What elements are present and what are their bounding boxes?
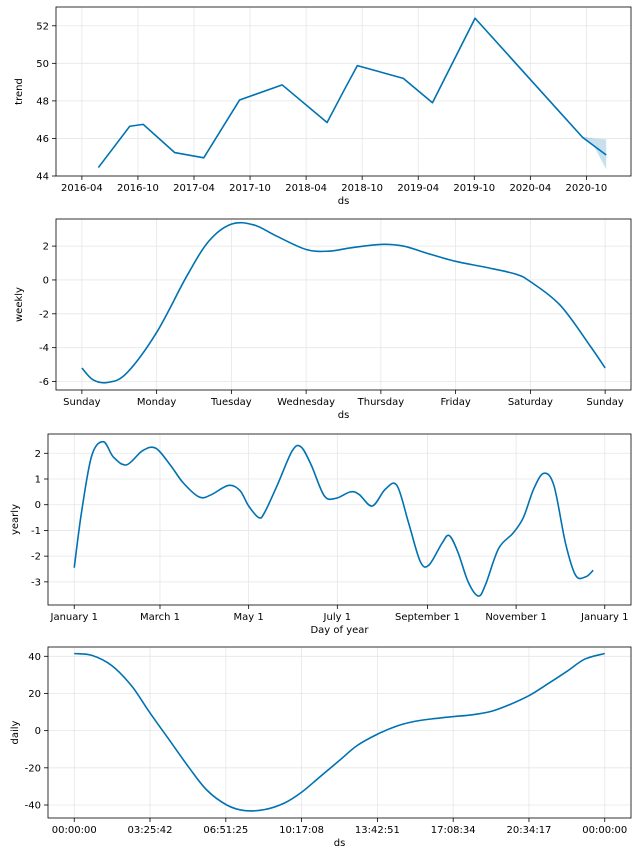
trend-xtick-label: 2018-10 <box>341 183 383 194</box>
yearly-ytick-label: -2 <box>31 552 41 563</box>
chart-weekly: Sunday Monday Tuesday Wednesday Thursday Frid… <box>14 218 632 421</box>
daily-xtick-label: 10:17:08 <box>279 825 324 836</box>
trend-xtick-label: 2020-10 <box>566 183 608 194</box>
weekly-ytick-label: -4 <box>39 343 49 354</box>
yearly-xtick-label: March 1 <box>140 612 180 623</box>
yearly-ytick-label: 1 <box>35 475 41 486</box>
yearly-ytick-label: -3 <box>31 577 41 588</box>
weekly-xtick-label: Wednesday <box>277 397 335 408</box>
daily-ytick-label: -40 <box>25 800 41 811</box>
daily-series-line <box>74 652 605 812</box>
yearly-xtick-label: November 1 <box>485 612 547 623</box>
trend-ytick-label: 50 <box>36 59 49 70</box>
trend-x-axis-label: ds <box>338 196 350 207</box>
trend-xtick-label: 2018-04 <box>285 183 327 194</box>
trend-xtick-label: 2019-04 <box>397 183 439 194</box>
trend-xtick-label: 2017-04 <box>173 183 215 194</box>
yearly-ytick-label: 2 <box>35 449 41 460</box>
yearly-xtick-label: May 1 <box>234 612 264 623</box>
trend-xtick-label: 2017-10 <box>229 183 271 194</box>
yearly-xtick-label: January 1 <box>50 612 98 623</box>
daily-xtick-label: 20:34:17 <box>507 825 552 836</box>
weekly-ytick-label: -6 <box>39 377 49 388</box>
trend-y-axis-label: trend <box>14 78 25 105</box>
trend-ytick-label: 44 <box>36 172 49 183</box>
weekly-xtick-label: Thursday <box>357 397 405 408</box>
trend-ytick-label: 46 <box>36 134 49 145</box>
yearly-xtick-label: July 1 <box>323 612 352 623</box>
daily-ytick-label: 20 <box>28 689 41 700</box>
weekly-xtick-label: Sunday <box>63 397 100 408</box>
weekly-xtick-label: Saturday <box>508 397 553 408</box>
chart-yearly: January 1 March 1 May 1 July 1 September 1 No… <box>10 433 632 636</box>
daily-axes-frame <box>47 646 632 819</box>
weekly-y-axis-label: weekly <box>14 287 25 322</box>
weekly-x-axis-label: ds <box>338 410 350 421</box>
weekly-xtick-label: Tuesday <box>210 397 252 408</box>
yearly-ytick-label: 0 <box>35 500 41 511</box>
daily-y-axis-label: daily <box>10 720 21 744</box>
daily-xtick-label: 00:00:00 <box>52 825 97 836</box>
yearly-axes-frame <box>47 433 632 606</box>
trend-xtick-label: 2016-04 <box>61 183 103 194</box>
daily-xtick-label: 03:25:42 <box>128 825 173 836</box>
daily-xtick-label: 06:51:25 <box>203 825 248 836</box>
chart-trend: 2016-04 2016-10 2017-04 2017-10 2018-04 2018-… <box>14 6 632 207</box>
daily-x-axis-label: ds <box>334 838 346 849</box>
weekly-ytick-label: 0 <box>43 275 49 286</box>
yearly-xtick-label: September 1 <box>395 612 460 623</box>
yearly-series-line <box>73 440 594 597</box>
trend-ytick-label: 48 <box>36 96 49 107</box>
daily-ytick-label: -20 <box>25 763 41 774</box>
daily-xtick-label: 13:42:51 <box>355 825 400 836</box>
weekly-series-line <box>81 221 606 384</box>
trend-xtick-label: 2020-04 <box>509 183 551 194</box>
yearly-y-axis-label: yearly <box>10 504 21 535</box>
daily-ytick-label: 40 <box>28 652 41 663</box>
chart-daily: 00:00:00 03:25:42 06:51:25 10:17:08 13:42:51… <box>10 646 632 849</box>
trend-ytick-label: 52 <box>36 21 49 32</box>
yearly-ytick-label: -1 <box>31 526 41 537</box>
weekly-ytick-label: -2 <box>39 309 49 320</box>
trend-xtick-label: 2016-10 <box>117 183 159 194</box>
trend-axes-frame <box>55 6 632 177</box>
yearly-xtick-label: January 1 <box>580 612 628 623</box>
daily-ytick-label: 0 <box>35 726 41 737</box>
weekly-xtick-label: Monday <box>137 397 177 408</box>
daily-xtick-label: 17:08:34 <box>431 825 476 836</box>
yearly-x-axis-label: Day of year <box>310 625 369 636</box>
daily-xtick-label: 00:00:00 <box>582 825 627 836</box>
trend-uncertainty-band <box>582 136 607 170</box>
weekly-axes-frame <box>55 218 632 391</box>
trend-series-line <box>97 17 607 169</box>
weekly-xtick-label: Sunday <box>586 397 623 408</box>
weekly-ytick-label: 2 <box>43 242 49 253</box>
weekly-xtick-label: Friday <box>440 397 470 408</box>
trend-xtick-label: 2019-10 <box>453 183 495 194</box>
